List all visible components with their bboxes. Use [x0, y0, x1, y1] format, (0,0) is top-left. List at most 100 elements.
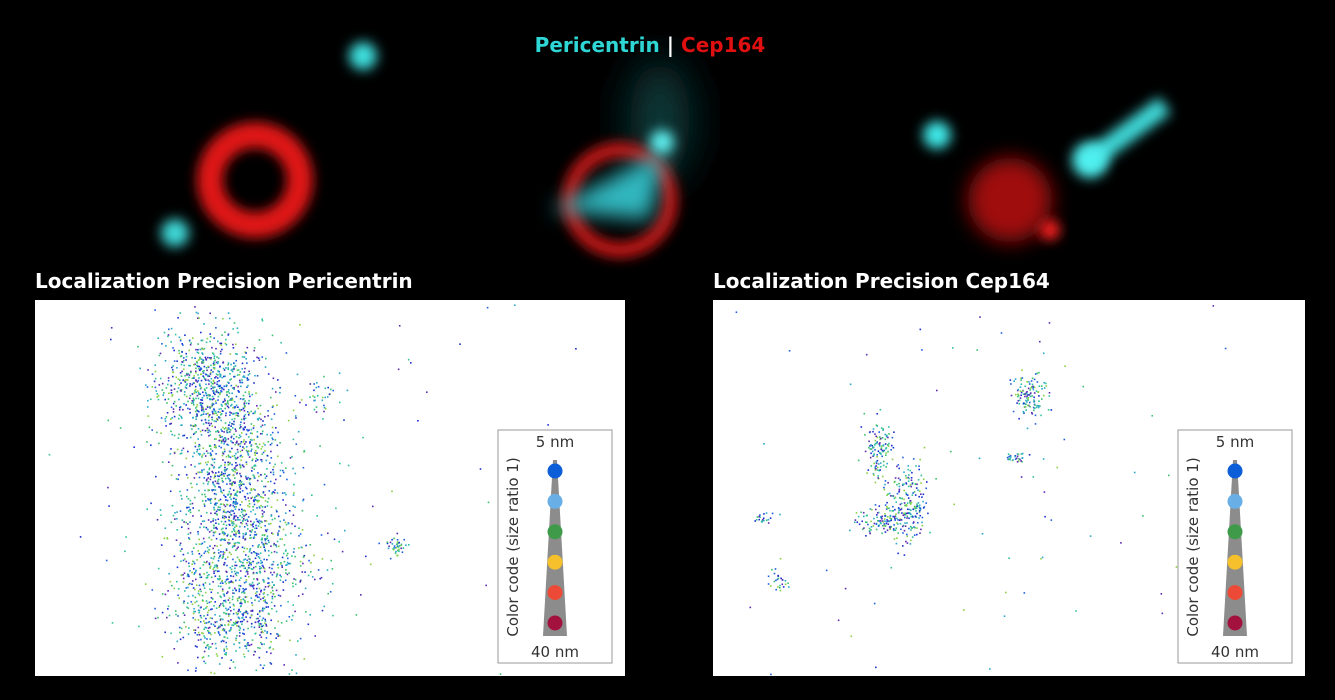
dot [327, 533, 329, 535]
dot [215, 453, 217, 455]
dot [196, 413, 198, 415]
dot [308, 624, 310, 626]
dot [214, 426, 216, 428]
dot [1161, 593, 1163, 595]
dot [271, 608, 273, 610]
dot [894, 519, 896, 521]
dot [313, 555, 315, 557]
dot [298, 527, 300, 529]
legend-bottom: 40 nm [1211, 643, 1259, 661]
dot [920, 508, 922, 510]
dot [285, 522, 287, 524]
dot [197, 472, 199, 474]
dot [250, 537, 252, 539]
dot [255, 452, 257, 454]
dot [222, 551, 224, 553]
dot [200, 589, 202, 591]
dot [259, 444, 261, 446]
dot [235, 561, 237, 563]
dot [186, 561, 188, 563]
dot [228, 438, 230, 440]
dot [159, 384, 161, 386]
dot [271, 418, 273, 420]
dot [205, 374, 207, 376]
dot [185, 353, 187, 355]
dot [248, 391, 250, 393]
dot [221, 624, 223, 626]
dot [170, 448, 172, 450]
dot [952, 347, 954, 349]
dot [193, 452, 195, 454]
dot [195, 407, 197, 409]
dot [208, 489, 210, 491]
dot [1029, 402, 1031, 404]
dot [234, 322, 236, 324]
dot [214, 614, 216, 616]
dot [871, 526, 873, 528]
dot [165, 594, 167, 596]
dot [236, 525, 238, 527]
dot [229, 613, 231, 615]
dot [201, 352, 203, 354]
dot [181, 364, 183, 366]
dot [925, 488, 927, 490]
dot [171, 434, 173, 436]
dot [221, 343, 223, 345]
dot [254, 504, 256, 506]
dot [214, 601, 216, 603]
dot [302, 500, 304, 502]
dot [210, 601, 212, 603]
dot [276, 511, 278, 513]
dot [211, 618, 213, 620]
dot [260, 562, 262, 564]
dot [167, 590, 169, 592]
dot [214, 673, 216, 675]
dot [203, 620, 205, 622]
dot [876, 454, 878, 456]
dot [898, 510, 900, 512]
dot [217, 592, 219, 594]
dot [873, 518, 875, 520]
dot [219, 533, 221, 535]
dot [257, 480, 259, 482]
dot [898, 508, 900, 510]
dot [240, 424, 242, 426]
dot [332, 568, 334, 570]
dot [229, 602, 231, 604]
dot [218, 486, 220, 488]
dot [895, 529, 897, 531]
dot [283, 529, 285, 531]
dot [878, 431, 880, 433]
dot [924, 447, 926, 449]
dot [857, 521, 859, 523]
dot [214, 513, 216, 515]
dot [214, 420, 216, 422]
dot [239, 642, 241, 644]
dot [229, 462, 231, 464]
dot [1090, 535, 1092, 537]
dot [330, 560, 332, 562]
dot [275, 479, 277, 481]
dot [199, 543, 201, 545]
dot [176, 581, 178, 583]
dot [291, 619, 293, 621]
dot [166, 416, 168, 418]
dot [264, 665, 266, 667]
dot [876, 523, 878, 525]
dot [222, 436, 224, 438]
dot [154, 364, 156, 366]
dot [198, 428, 200, 430]
dot [876, 514, 878, 516]
dot [235, 415, 237, 417]
dot [224, 386, 226, 388]
dot [342, 551, 344, 553]
dot [223, 495, 225, 497]
dot [233, 434, 235, 436]
dot [160, 509, 162, 511]
dot [886, 506, 888, 508]
dot [261, 496, 263, 498]
dot [232, 559, 234, 561]
dot [228, 455, 230, 457]
dot [200, 591, 202, 593]
dot [263, 443, 265, 445]
